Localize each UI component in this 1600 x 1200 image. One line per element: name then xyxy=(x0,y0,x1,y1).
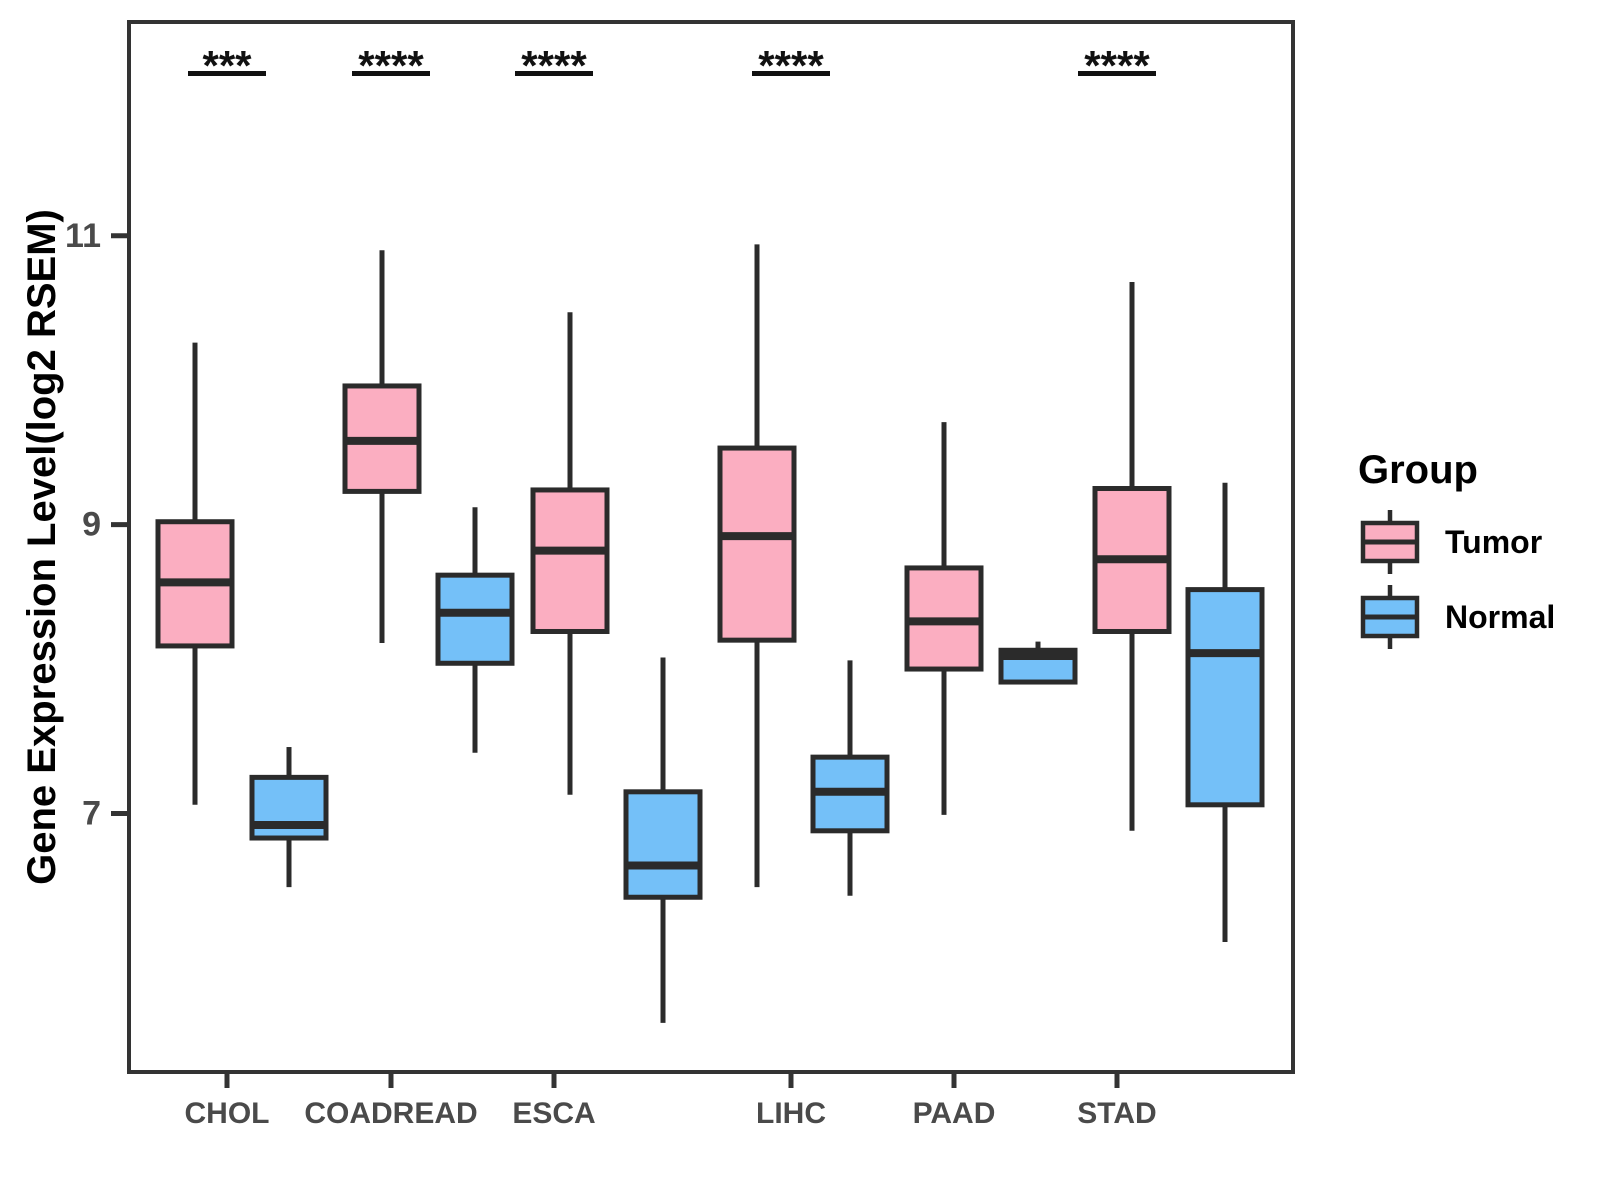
box-tumor-lihc xyxy=(717,445,797,643)
box-tumor-esca xyxy=(530,487,610,634)
x-axis-tick-label-chol: CHOL xyxy=(185,1097,270,1130)
legend-title: Group xyxy=(1358,448,1478,492)
x-axis-tick-label-coadread: COADREAD xyxy=(304,1097,477,1130)
sig-bar-esca xyxy=(515,71,593,76)
y-axis-title: Gene Expression Level(log2 RSEM) xyxy=(20,209,64,885)
x-axis-tick-label-paad: PAAD xyxy=(913,1097,996,1130)
box-normal-esca xyxy=(623,789,703,900)
x-axis-tick-label-stad: STAD xyxy=(1077,1097,1156,1130)
y-axis-tick-label: 7 xyxy=(82,794,101,832)
sig-bar-stad xyxy=(1078,71,1156,76)
box-normal-stad xyxy=(1185,587,1265,808)
sig-bar-chol xyxy=(188,71,266,76)
sig-bar-coadread xyxy=(352,71,430,76)
box-normal-coadread xyxy=(435,572,515,666)
sig-bar-lihc xyxy=(752,71,830,76)
sig-stars-lihc: **** xyxy=(758,42,824,89)
y-axis-tick-label: 11 xyxy=(65,217,101,255)
sig-stars-stad: **** xyxy=(1084,42,1150,89)
x-axis-tick-label-lihc: LIHC xyxy=(756,1097,826,1130)
legend-label-normal: Normal xyxy=(1445,599,1555,635)
sig-stars-esca: **** xyxy=(521,42,587,89)
sig-stars-chol: *** xyxy=(202,42,252,89)
x-axis-tick-label-esca: ESCA xyxy=(512,1097,595,1130)
legend-label-tumor: Tumor xyxy=(1445,524,1542,560)
y-axis-tick-label: 9 xyxy=(82,506,101,544)
sig-stars-coadread: **** xyxy=(358,42,424,89)
